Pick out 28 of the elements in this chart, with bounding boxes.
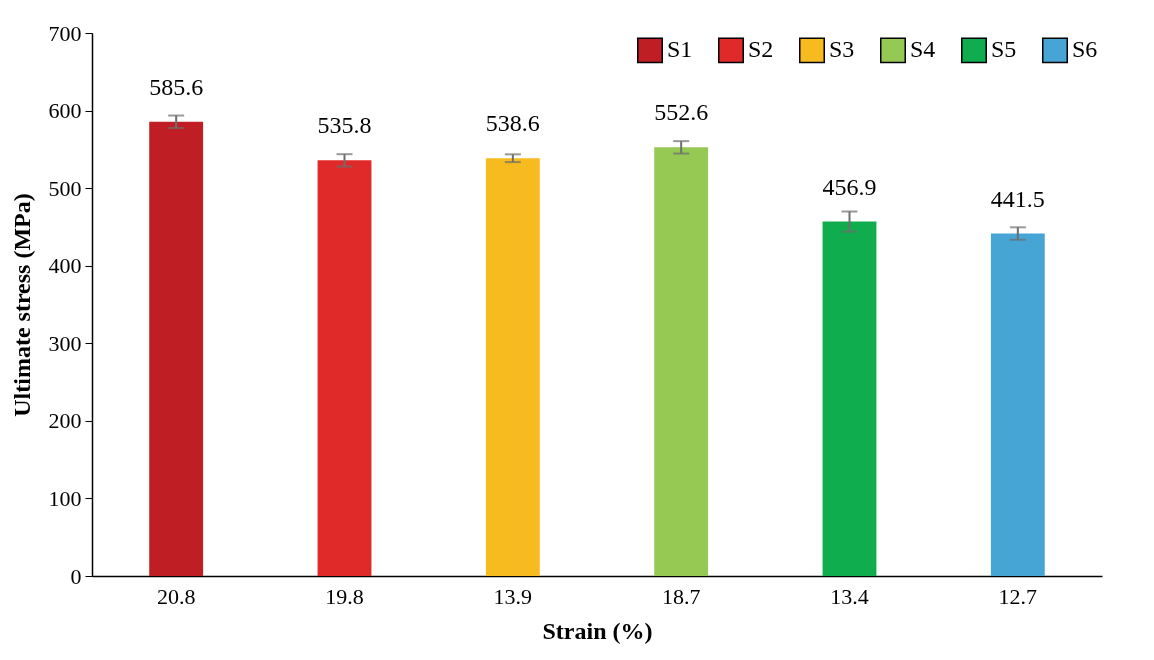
x-tick-label: 20.8 — [156, 583, 196, 609]
x-tick-label: 13.4 — [830, 583, 869, 609]
legend-label: S5 — [991, 36, 1017, 63]
y-tick-label: 400 — [48, 253, 82, 279]
data-label: 552.6 — [654, 99, 709, 126]
y-tick-label: 600 — [48, 98, 82, 124]
data-label: 535.8 — [317, 112, 372, 139]
y-axis-title: Ultimate stress (MPa) — [8, 193, 35, 417]
y-tick-label: 200 — [48, 408, 82, 434]
y-tick-label: 700 — [48, 20, 82, 46]
data-label: 538.6 — [485, 110, 540, 137]
x-tick-label: 19.8 — [325, 583, 364, 609]
data-label: 441.5 — [990, 185, 1045, 212]
y-tick-label: 100 — [48, 485, 82, 511]
legend-label: S2 — [748, 36, 774, 63]
y-tick-label: 500 — [48, 175, 82, 201]
y-tick-label: 0 — [70, 563, 82, 589]
x-tick-label: 18.7 — [661, 583, 701, 609]
data-label: 456.9 — [822, 173, 877, 200]
x-tick-label: 13.9 — [493, 583, 533, 609]
legend-label: S1 — [667, 36, 693, 63]
legend-label: S3 — [829, 36, 855, 63]
x-axis-title: Strain (%) — [542, 617, 653, 644]
y-tick-label: 300 — [48, 330, 82, 356]
data-label: 585.6 — [149, 73, 204, 100]
x-tick-label: 12.7 — [998, 583, 1038, 609]
legend-label: S4 — [910, 36, 936, 63]
legend-label: S6 — [1072, 36, 1098, 63]
